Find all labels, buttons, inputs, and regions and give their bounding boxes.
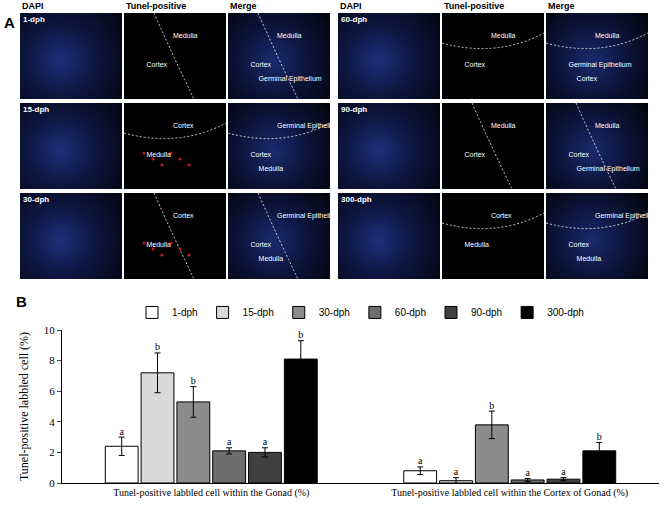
html-text:Cortex: Cortex — [464, 151, 486, 159]
svg-text:4: 4 — [49, 416, 55, 428]
html-text:1-dph: 1-dph — [23, 15, 45, 24]
html-text:Cortex: Cortex — [250, 61, 272, 69]
html-text:30-dph: 30-dph — [23, 195, 50, 204]
html-text:Germinal Epithelium: Germinal Epithelium — [576, 164, 640, 172]
svg-text:B: B — [16, 293, 27, 310]
svg-text:a: a — [561, 466, 566, 477]
html-text:Germinal Epithelium: Germinal Epithelium — [568, 61, 632, 69]
svg-text:6: 6 — [49, 385, 55, 397]
svg-text:b: b — [489, 400, 494, 411]
svg-text:a: a — [418, 455, 423, 466]
html-text:Medulla: Medulla — [146, 151, 171, 159]
html-text:Medulla: Medulla — [595, 121, 620, 129]
html-text:90-dph: 90-dph — [341, 105, 368, 114]
html-text:Medulla: Medulla — [277, 31, 302, 39]
html-text:DAPI: DAPI — [340, 1, 362, 11]
svg-text:Tunel-positive labbled cell wi: Tunel-positive labbled cell within the C… — [391, 487, 628, 499]
html-text:Germinal Epithelium: Germinal Epithelium — [258, 74, 322, 82]
html-text:Medulla: Medulla — [576, 254, 602, 262]
html-text:Medulla: Medulla — [146, 241, 171, 249]
svg-text:0: 0 — [49, 477, 55, 489]
html-text:60-dph: 60-dph — [341, 15, 368, 24]
html-text:Cortex: Cortex — [250, 151, 272, 159]
svg-text:a: a — [227, 436, 232, 447]
svg-text:b: b — [155, 341, 160, 352]
svg-text:60-dph: 60-dph — [395, 307, 426, 318]
html-text:Medulla: Medulla — [258, 164, 284, 172]
html-text:Cortex: Cortex — [568, 241, 590, 249]
html-text:Medulla: Medulla — [258, 254, 284, 262]
svg-text:300-dph: 300-dph — [547, 307, 584, 318]
html-text:A: A — [4, 14, 15, 31]
html-text:Medulla: Medulla — [464, 241, 489, 249]
html-text:Medulla: Medulla — [491, 31, 516, 39]
svg-text:Tunel-positive labbled cell (%: Tunel-positive labbled cell (%) — [17, 332, 31, 481]
svg-text:a: a — [119, 426, 124, 437]
html-text:300-dph: 300-dph — [341, 195, 372, 204]
svg-text:a: a — [525, 467, 530, 478]
svg-text:1-dph: 1-dph — [172, 307, 198, 318]
svg-text:15-dph: 15-dph — [243, 307, 274, 318]
html-text:DAPI: DAPI — [22, 1, 44, 11]
html-text:Medulla: Medulla — [173, 31, 198, 39]
html-text:Tunel-positive: Tunel-positive — [126, 1, 187, 11]
html-text:Medulla: Medulla — [595, 31, 620, 39]
svg-text:90-dph: 90-dph — [471, 307, 502, 318]
html-text:Merge: Merge — [548, 1, 575, 11]
svg-text:30-dph: 30-dph — [319, 307, 350, 318]
svg-text:a: a — [454, 466, 459, 477]
svg-text:10: 10 — [44, 324, 56, 336]
svg-text:a: a — [263, 436, 268, 447]
html-text:Cortex: Cortex — [173, 121, 194, 129]
html-text:Cortex: Cortex — [568, 151, 590, 159]
svg-text:b: b — [597, 431, 602, 442]
html-text:Cortex: Cortex — [491, 211, 512, 219]
html-text:Cortex: Cortex — [464, 61, 486, 69]
html-text:Cortex: Cortex — [146, 61, 168, 69]
html-text:Cortex: Cortex — [250, 241, 272, 249]
html-text:Tunel-positive: Tunel-positive — [444, 1, 505, 11]
html-text:15-dph: 15-dph — [23, 105, 50, 114]
svg-text:Tunel-positive labbled cell wi: Tunel-positive labbled cell within the G… — [113, 487, 309, 499]
svg-text:b: b — [191, 375, 196, 386]
html-text:Medulla: Medulla — [491, 121, 516, 129]
html-text:Merge: Merge — [230, 1, 257, 11]
svg-text:b: b — [298, 329, 303, 340]
svg-text:2: 2 — [49, 446, 55, 458]
svg-text:8: 8 — [49, 354, 55, 366]
html-text:Cortex: Cortex — [173, 211, 194, 219]
html-text:Cortex: Cortex — [576, 74, 598, 82]
